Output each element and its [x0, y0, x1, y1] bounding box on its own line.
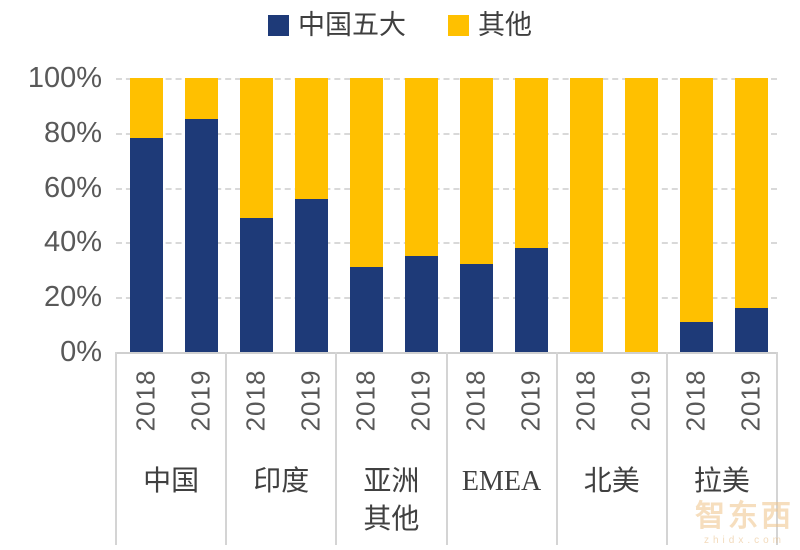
x-axis-year-label: 2018 [350, 369, 381, 431]
bar-asia-other-2019 [404, 78, 438, 352]
bar-india-2019 [294, 78, 328, 352]
x-axis-group-label-north-america: 北美 [583, 466, 640, 497]
bar-segment-other [404, 78, 438, 257]
legend-swatch-other [448, 15, 469, 36]
x-axis-year-label: 2018 [130, 369, 161, 431]
x-axis-group-divider [225, 352, 228, 545]
bar-segment-china-top5 [679, 321, 713, 352]
legend-label-other: 其他 [478, 10, 532, 40]
x-axis-group-divider [555, 352, 558, 545]
x-axis-year-label: 2019 [405, 369, 436, 431]
y-axis-label: 0% [60, 336, 102, 368]
x-axis-group-divider [335, 352, 338, 545]
bar-asia-other-2018 [349, 78, 383, 352]
y-axis-label: 80% [43, 116, 102, 149]
bar-segment-china-top5 [734, 308, 768, 352]
bar-segment-other [239, 78, 273, 218]
bar-segment-other [679, 78, 713, 322]
bar-latam-2018 [679, 78, 713, 352]
x-axis-group-label-emea: EMEA [461, 466, 542, 497]
x-axis-year-label: 2018 [680, 369, 711, 431]
bar-segment-other [184, 78, 218, 120]
bar-segment-china-top5 [184, 119, 218, 352]
bar-segment-china-top5 [239, 217, 273, 352]
bar-china-2019 [184, 78, 218, 352]
x-axis-group-divider [776, 352, 778, 545]
y-axis-label: 20% [43, 281, 102, 314]
gridline [116, 132, 777, 135]
legend-item-china-top5: 中国五大 [268, 12, 406, 39]
bar-segment-china-top5 [349, 267, 383, 352]
x-axis-year-label: 2018 [240, 369, 271, 431]
plot-area [116, 78, 777, 352]
bar-india-2018 [239, 78, 273, 352]
legend-swatch-china-top5 [268, 15, 289, 36]
bar-segment-other [734, 78, 768, 309]
bar-segment-china-top5 [294, 198, 328, 352]
bar-emea-2019 [514, 78, 548, 352]
y-axis-label: 60% [43, 171, 102, 204]
x-axis-group-label-china: 中国 [143, 466, 200, 497]
x-axis-group-divider [115, 352, 117, 545]
x-axis-year-label: 2019 [185, 369, 216, 431]
bar-north-america-2019 [624, 78, 658, 352]
x-axis-group-label-latam: 拉美 [693, 466, 750, 497]
bar-emea-2018 [459, 78, 493, 352]
legend-label-china-top5: 中国五大 [298, 10, 406, 40]
bar-segment-other [294, 78, 328, 199]
gridline [116, 242, 777, 245]
x-axis-year-label: 2019 [735, 369, 766, 431]
x-axis-group-divider [445, 352, 448, 545]
bar-segment-other [514, 78, 548, 248]
bar-segment-china-top5 [514, 247, 548, 352]
gridline [116, 187, 777, 190]
gridline [116, 78, 777, 80]
bar-latam-2019 [734, 78, 768, 352]
x-axis-group-label-india: 印度 [253, 466, 310, 497]
x-axis-year-label: 2019 [515, 369, 546, 431]
x-axis-group-divider [665, 352, 668, 545]
y-axis-label: 40% [43, 226, 102, 259]
legend: 中国五大 其他 [0, 12, 800, 39]
x-axis-year-label: 2018 [460, 369, 491, 431]
bar-segment-china-top5 [404, 256, 438, 352]
x-axis-year-label: 2018 [570, 369, 601, 431]
legend-item-other: 其他 [448, 12, 532, 39]
bar-segment-other [459, 78, 493, 265]
bar-china-2018 [129, 78, 163, 352]
x-axis-group-label-asia-other: 亚洲其他 [363, 466, 420, 535]
bar-segment-china-top5 [459, 264, 493, 352]
x-axis-year-label: 2019 [295, 369, 326, 431]
bar-north-america-2018 [569, 78, 603, 352]
y-axis-label: 100% [27, 62, 102, 94]
bar-segment-other [349, 78, 383, 268]
gridline [116, 297, 777, 300]
bar-segment-other [569, 78, 603, 352]
x-axis-year-label: 2019 [625, 369, 656, 431]
bar-segment-other [129, 78, 163, 139]
bar-segment-other [624, 78, 658, 352]
bar-segment-china-top5 [129, 138, 163, 352]
